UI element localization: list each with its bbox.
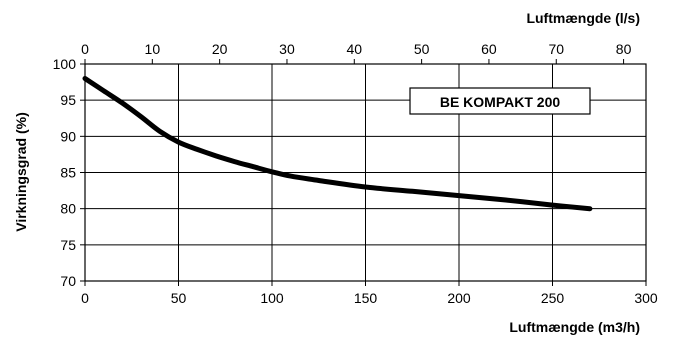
y-tick-label: 90 [60, 128, 76, 144]
y-tick-label: 85 [60, 165, 76, 181]
annotation-label: BE KOMPAKT 200 [440, 94, 561, 110]
x-axis-ticks: 0 50 100 150 200 250 300 [81, 281, 658, 306]
x2-axis-title: Luftmængde (l/s) [526, 10, 640, 26]
x2-tick-label: 50 [414, 41, 430, 57]
y-tick-label: 70 [60, 273, 76, 289]
x2-axis-ticks: 0 10 20 30 40 50 60 70 80 [81, 41, 632, 64]
x-tick-label: 100 [260, 290, 284, 306]
x2-tick-label: 40 [347, 41, 363, 57]
y-tick-label: 95 [60, 92, 76, 108]
x-tick-label: 300 [634, 290, 658, 306]
annotation-box: BE KOMPAKT 200 [409, 87, 591, 115]
x-tick-label: 250 [541, 290, 565, 306]
x2-tick-label: 20 [212, 41, 228, 57]
y-tick-label: 100 [53, 56, 77, 72]
x-tick-label: 0 [81, 290, 89, 306]
annotation-frame [409, 87, 591, 115]
x2-tick-label: 60 [481, 41, 497, 57]
y-tick-label: 75 [60, 237, 76, 253]
x-tick-label: 150 [354, 290, 378, 306]
y-axis-title: Virkningsgrad (%) [13, 112, 29, 232]
x2-tick-label: 80 [616, 41, 632, 57]
x2-tick-label: 0 [81, 41, 89, 57]
efficiency-series-line [82, 76, 593, 212]
x2-tick-label: 10 [145, 41, 161, 57]
y-tick-label: 80 [60, 201, 76, 217]
x-axis-title: Luftmængde (m3/h) [509, 319, 640, 335]
y-axis-ticks: 70 75 80 85 90 95 100 [53, 56, 85, 289]
x2-tick-label: 70 [548, 41, 564, 57]
x-tick-label: 50 [171, 290, 187, 306]
x2-tick-label: 30 [279, 41, 295, 57]
x-tick-label: 200 [447, 290, 471, 306]
